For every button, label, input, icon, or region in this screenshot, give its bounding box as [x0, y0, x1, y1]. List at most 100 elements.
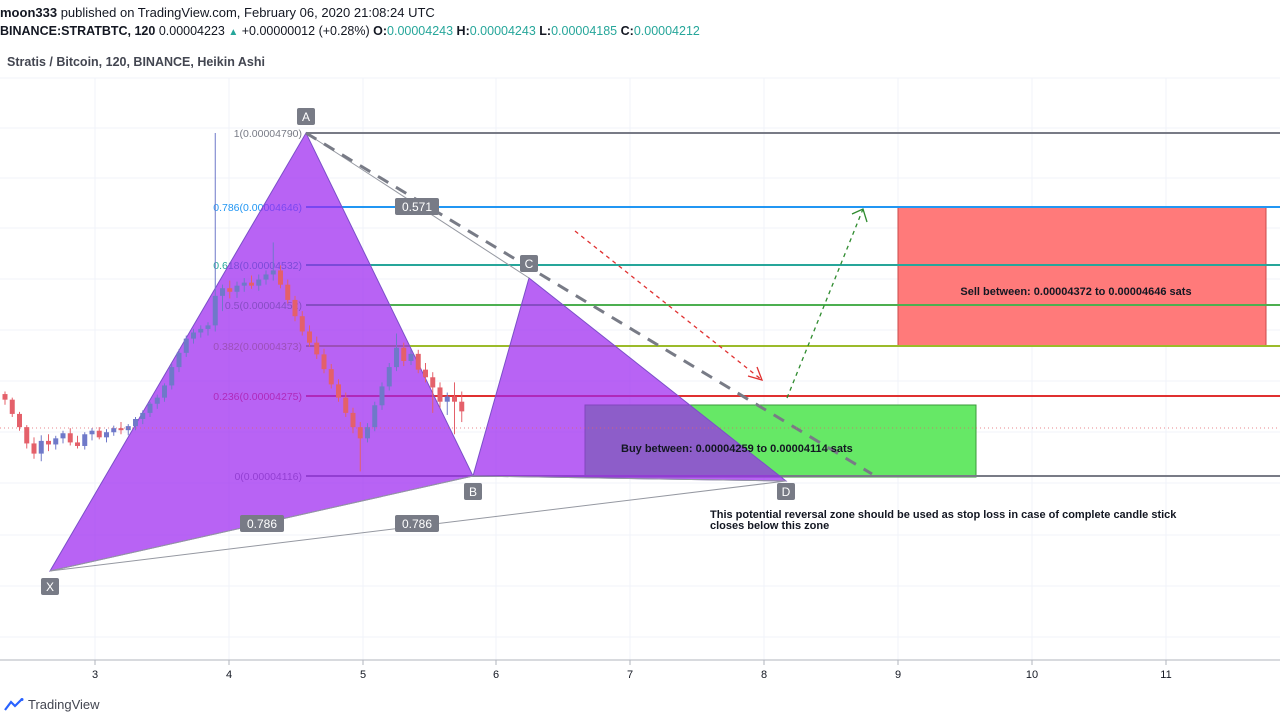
candle-body: [241, 282, 247, 286]
candle: [299, 311, 305, 336]
candle: [2, 391, 8, 405]
candle-body: [60, 433, 66, 439]
chart-labels: X A B C D 0.571 0.786 0.786: [41, 108, 795, 595]
candle: [154, 394, 160, 409]
point-a-label-box: [297, 108, 315, 125]
candle-body: [444, 396, 450, 402]
candle-body: [343, 397, 349, 413]
candle: [379, 382, 385, 410]
x-tick-label: 3: [92, 669, 98, 681]
note-line-1: This potential reversal zone should be u…: [710, 509, 1177, 521]
candle-body: [169, 367, 175, 386]
candle: [89, 428, 95, 441]
point-c-label-text: C: [525, 257, 534, 271]
candle-body: [118, 428, 124, 431]
candle: [444, 392, 450, 415]
point-d-label-text: D: [782, 485, 791, 499]
time-axis[interactable]: 3 4 5 6 7 8 9 10 11: [0, 659, 1280, 681]
candle: [147, 401, 153, 417]
open-label: O:: [373, 24, 388, 38]
candle: [386, 363, 392, 391]
point-x-label-text: X: [46, 580, 54, 594]
candle-body: [162, 385, 167, 398]
candle: [169, 364, 175, 390]
pattern-line-bd: [472, 475, 787, 482]
candle-body: [285, 284, 291, 300]
candle-body: [256, 279, 262, 286]
candle-body: [307, 331, 312, 343]
last-price: 0.00004223: [158, 24, 225, 38]
point-x-label[interactable]: X: [41, 578, 59, 595]
candle-body: [140, 412, 146, 420]
point-c-label[interactable]: C: [520, 255, 538, 272]
candle-body: [220, 288, 225, 296]
candle: [140, 410, 146, 425]
brand-name: TradingView: [28, 697, 100, 712]
publish-header: moon333 published on TradingView.com, Fe…: [0, 5, 435, 20]
candle-body: [24, 427, 30, 444]
tradingview-brand[interactable]: TradingView: [4, 697, 100, 712]
red-arrow-head-icon: [747, 366, 764, 381]
candle: [343, 392, 349, 417]
ratio-label-xb[interactable]: 0.786: [240, 515, 284, 532]
candle: [365, 423, 370, 443]
point-d-label[interactable]: D: [777, 483, 795, 500]
x-tick-label: 9: [895, 669, 901, 681]
candle-body: [53, 438, 59, 445]
close-label: C:: [620, 24, 634, 38]
candle-body: [89, 430, 95, 435]
ratio-label-ac[interactable]: 0.571: [395, 198, 439, 215]
candle: [104, 429, 109, 443]
candle-body: [415, 353, 421, 370]
candle: [183, 335, 189, 357]
candle: [249, 275, 254, 289]
point-b-label-box: [464, 483, 482, 500]
candle-body: [227, 288, 233, 292]
candle: [415, 349, 421, 374]
low-label: L:: [539, 24, 552, 38]
candle: [408, 349, 414, 366]
candle: [278, 265, 283, 289]
ratio-label-xd[interactable]: 0.786: [395, 515, 439, 532]
candle-body: [278, 270, 283, 285]
candle-body: [96, 430, 102, 438]
fib-label-0: 1(0.00004790): [234, 128, 302, 140]
candle-body: [357, 427, 363, 439]
point-b-label[interactable]: B: [464, 483, 482, 500]
candle: [314, 336, 320, 359]
candle: [234, 281, 240, 298]
x-tick-label: 10: [1026, 669, 1038, 681]
x-tick-label: 7: [627, 669, 633, 681]
x-tick-label: 4: [226, 669, 232, 681]
candle-body: [292, 299, 298, 317]
candle: [133, 416, 138, 431]
point-a-label[interactable]: A: [297, 108, 315, 125]
symbol-header: BINANCE:STRATBTC, 120 0.00004223 ▲ +0.00…: [0, 24, 700, 38]
price-change: +0.00000012 (+0.28%): [241, 24, 370, 38]
candle: [82, 432, 88, 450]
candle-body: [67, 433, 73, 443]
candle: [307, 325, 312, 347]
candle: [256, 274, 262, 291]
sell-zone-text: Sell between: 0.00004372 to 0.00004646 s…: [960, 286, 1191, 298]
candle-body: [31, 443, 37, 454]
ratio-label-xb-text: 0.786: [247, 517, 277, 531]
ratio-label-xd-box: [395, 515, 439, 532]
candle: [111, 425, 117, 436]
candle-body: [379, 386, 385, 406]
candle-body: [183, 338, 189, 353]
candle: [423, 363, 428, 383]
candle: [394, 333, 399, 372]
author-name[interactable]: moon333: [0, 5, 58, 20]
note-line-2: closes below this zone: [710, 520, 829, 532]
candle: [96, 427, 102, 440]
candle-body: [234, 285, 240, 292]
candle-body: [147, 403, 153, 413]
candle: [46, 434, 51, 452]
candle-body: [104, 432, 109, 438]
candle: [191, 328, 196, 344]
x-tick-label: 11: [1160, 669, 1171, 681]
candle-body: [38, 440, 44, 454]
tradingview-logo-icon: [4, 697, 24, 711]
